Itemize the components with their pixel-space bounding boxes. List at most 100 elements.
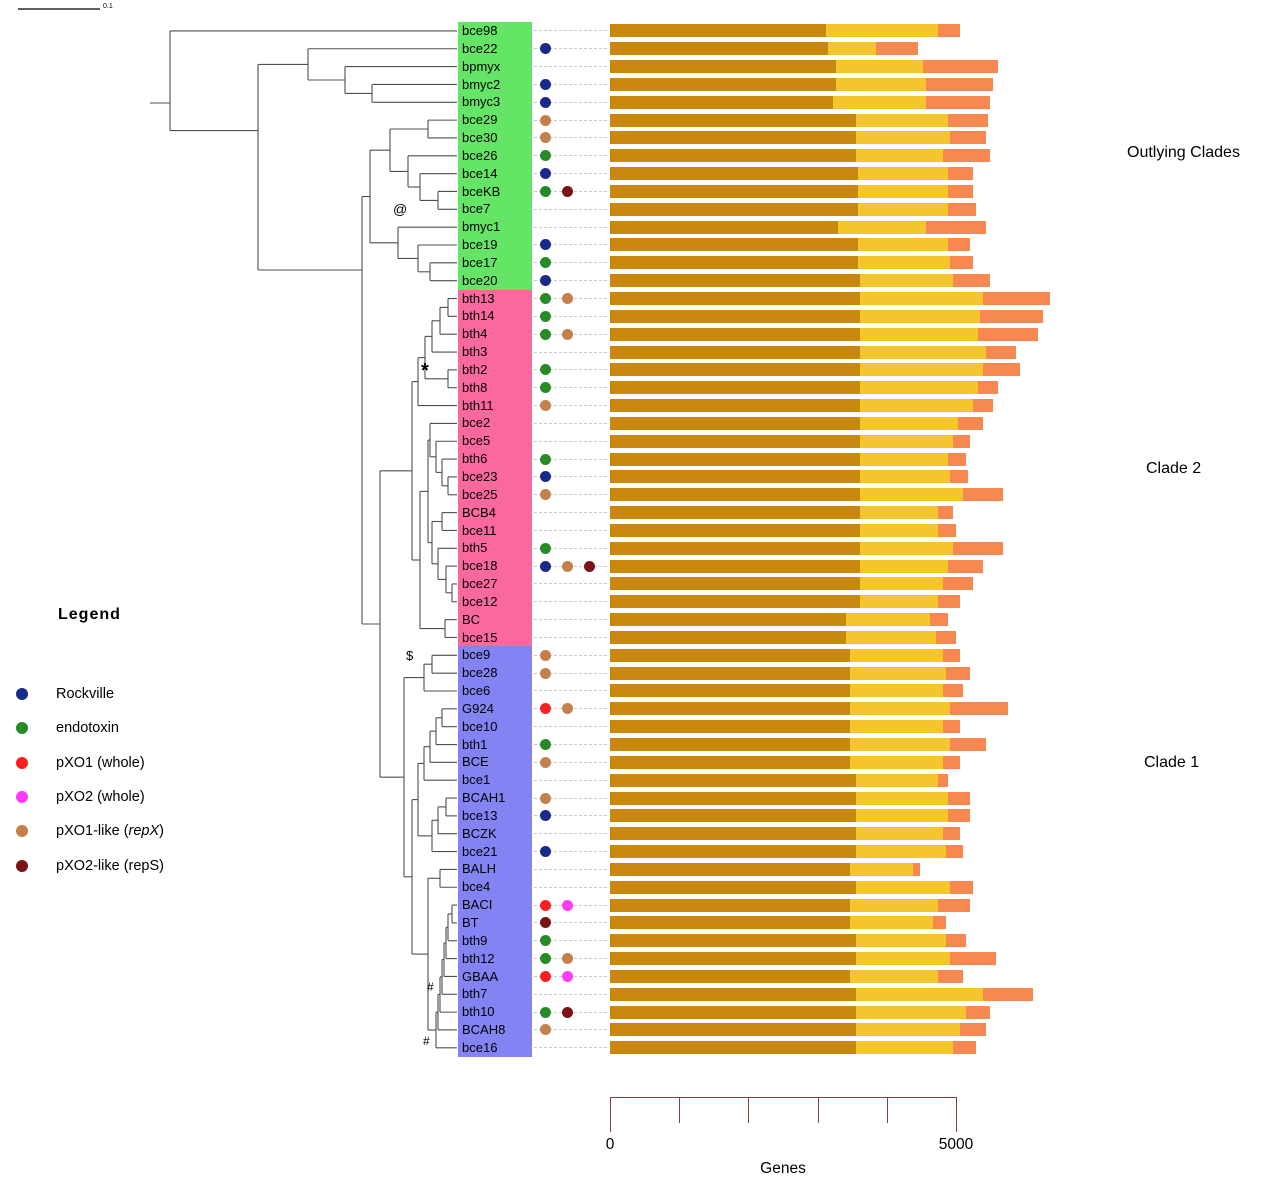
legend-label: pXO2 (whole) — [56, 788, 145, 805]
bar-segment-1 — [860, 559, 949, 573]
bar-segment-1 — [856, 952, 951, 966]
taxon-label: bth11 — [458, 396, 532, 415]
axis-tick-2000 — [748, 1097, 750, 1123]
bar-segment-2 — [943, 648, 961, 662]
axis-tick-4000 — [886, 1097, 888, 1123]
bar-segment-1 — [860, 416, 959, 430]
bar-segment-0 — [610, 95, 833, 109]
bar-segment-1 — [856, 149, 943, 163]
clade-label-outlying: Outlying Clades — [1127, 144, 1240, 161]
gene-bar — [610, 559, 983, 573]
bar-segment-2 — [945, 666, 970, 680]
bar-segment-0 — [610, 773, 856, 787]
leader-line — [534, 208, 607, 210]
leader-line — [534, 993, 607, 995]
taxon-row-BALH: BALH — [0, 860, 1280, 879]
bar-segment-0 — [610, 42, 828, 56]
leader-line — [534, 369, 607, 371]
marker-dot-endotoxin — [540, 1006, 551, 1018]
leader-line — [534, 761, 607, 763]
taxon-row-bce23: bce23 — [0, 468, 1280, 486]
taxon-label: bpmyx — [458, 57, 532, 76]
taxon-label: bce26 — [458, 146, 532, 165]
bar-segment-1 — [860, 434, 954, 448]
bar-segment-1 — [860, 577, 944, 591]
taxon-row-bce25: bce25 — [0, 485, 1280, 504]
bar-segment-2 — [948, 238, 971, 252]
bar-segment-1 — [858, 202, 949, 216]
taxon-label: BCZK — [458, 824, 532, 843]
bar-segment-0 — [610, 934, 856, 948]
taxon-row-bmyc1: bmyc1 — [0, 218, 1280, 237]
bar-segment-0 — [610, 24, 826, 38]
leader-line — [534, 422, 607, 424]
bar-segment-0 — [610, 648, 851, 662]
bar-segment-1 — [850, 969, 938, 983]
leader-line — [534, 779, 607, 781]
taxon-label: bce17 — [458, 253, 532, 272]
bar-segment-0 — [610, 862, 851, 876]
legend-item-pxo1: pXO1 (whole) — [0, 755, 300, 771]
bar-segment-2 — [973, 399, 994, 413]
bar-segment-1 — [850, 755, 944, 769]
taxon-row-bce29: bce29 — [0, 111, 1280, 130]
bar-segment-2 — [948, 184, 973, 198]
taxon-row-bth7: bth7 — [0, 985, 1280, 1004]
taxon-row-bth9: bth9 — [0, 931, 1280, 950]
leader-line — [534, 636, 607, 638]
leader-line — [534, 476, 607, 478]
bar-segment-1 — [860, 309, 981, 323]
bar-segment-0 — [610, 1041, 856, 1055]
taxon-label: BC — [458, 610, 532, 629]
gene-bar — [610, 202, 977, 216]
bar-segment-2 — [943, 684, 964, 698]
taxon-label: bce30 — [458, 129, 532, 147]
gene-bar — [610, 595, 961, 609]
bar-segment-1 — [850, 862, 914, 876]
bar-segment-1 — [850, 720, 944, 734]
leader-line — [534, 494, 607, 496]
taxon-label: bce28 — [458, 664, 532, 683]
gene-bar — [610, 1023, 986, 1037]
bar-segment-0 — [610, 898, 851, 912]
gene-bar — [610, 149, 990, 163]
gene-bar — [610, 381, 999, 395]
leader-line — [534, 529, 607, 531]
bar-segment-0 — [610, 523, 861, 537]
taxon-label: bth6 — [458, 450, 532, 468]
bar-segment-2 — [942, 149, 990, 163]
marker-dot-pxo2 — [562, 970, 573, 982]
axis-tick-5000 — [956, 1097, 957, 1132]
taxon-row-G924: G924 — [0, 699, 1280, 718]
gene-bar — [610, 684, 964, 698]
taxon-label: bce7 — [458, 200, 532, 219]
gene-bar — [610, 1005, 990, 1019]
marker-dot-pxo2_like — [540, 917, 551, 929]
marker-dot-pxo1_like — [540, 667, 551, 679]
gene-bar — [610, 184, 973, 198]
taxon-row-bce14: bce14 — [0, 164, 1280, 183]
bar-segment-1 — [850, 916, 934, 930]
bar-segment-0 — [610, 220, 838, 234]
bar-segment-1 — [838, 220, 926, 234]
leader-line — [534, 815, 607, 817]
bar-segment-2 — [978, 381, 999, 395]
leader-line — [534, 66, 607, 68]
bar-segment-0 — [610, 434, 861, 448]
marker-dot-pxo1_like — [540, 1024, 551, 1036]
marker-dot-pxo1_like — [540, 400, 551, 412]
x-axis-label-5000: 5000 — [938, 1136, 974, 1153]
bar-segment-2 — [945, 845, 963, 859]
leader-line — [534, 280, 607, 282]
gene-bar — [610, 238, 971, 252]
bar-segment-1 — [860, 541, 954, 555]
taxon-row-GBAA: GBAA — [0, 967, 1280, 986]
gene-bar — [610, 42, 918, 56]
marker-dot-endotoxin — [540, 150, 551, 162]
taxon-label: bmyc1 — [458, 218, 532, 237]
leader-line — [534, 30, 607, 32]
taxon-label: BCE — [458, 753, 532, 772]
taxon-row-bth4: bth4 — [0, 325, 1280, 344]
marker-dot-pxo1 — [540, 703, 551, 715]
